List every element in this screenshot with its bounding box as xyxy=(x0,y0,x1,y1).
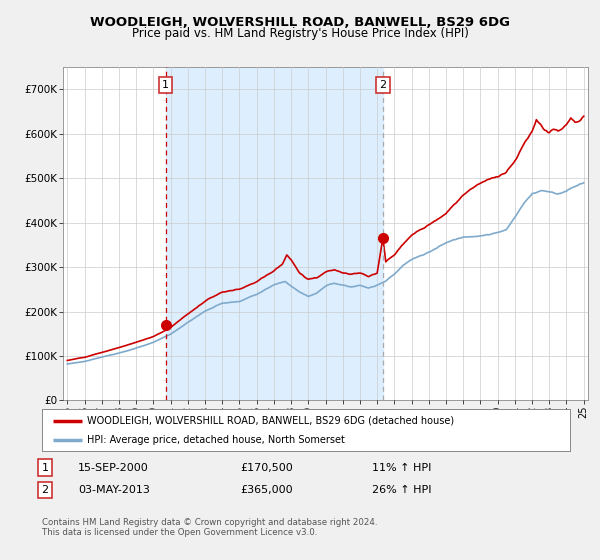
Text: 2: 2 xyxy=(41,485,49,495)
Bar xyxy=(166,67,383,400)
Text: HPI: Average price, detached house, North Somerset: HPI: Average price, detached house, Nort… xyxy=(87,435,345,445)
Text: Contains HM Land Registry data © Crown copyright and database right 2024.
This d: Contains HM Land Registry data © Crown c… xyxy=(42,518,377,538)
Text: WOODLEIGH, WOLVERSHILL ROAD, BANWELL, BS29 6DG (detached house): WOODLEIGH, WOLVERSHILL ROAD, BANWELL, BS… xyxy=(87,416,454,426)
Text: 2: 2 xyxy=(379,80,386,90)
Text: 15-SEP-2000: 15-SEP-2000 xyxy=(78,463,149,473)
Text: 26% ↑ HPI: 26% ↑ HPI xyxy=(372,485,431,495)
Text: £170,500: £170,500 xyxy=(240,463,293,473)
Text: £365,000: £365,000 xyxy=(240,485,293,495)
Text: 11% ↑ HPI: 11% ↑ HPI xyxy=(372,463,431,473)
Text: 1: 1 xyxy=(162,80,169,90)
Text: 1: 1 xyxy=(41,463,49,473)
Text: Price paid vs. HM Land Registry's House Price Index (HPI): Price paid vs. HM Land Registry's House … xyxy=(131,27,469,40)
Text: WOODLEIGH, WOLVERSHILL ROAD, BANWELL, BS29 6DG: WOODLEIGH, WOLVERSHILL ROAD, BANWELL, BS… xyxy=(90,16,510,29)
Text: 03-MAY-2013: 03-MAY-2013 xyxy=(78,485,150,495)
